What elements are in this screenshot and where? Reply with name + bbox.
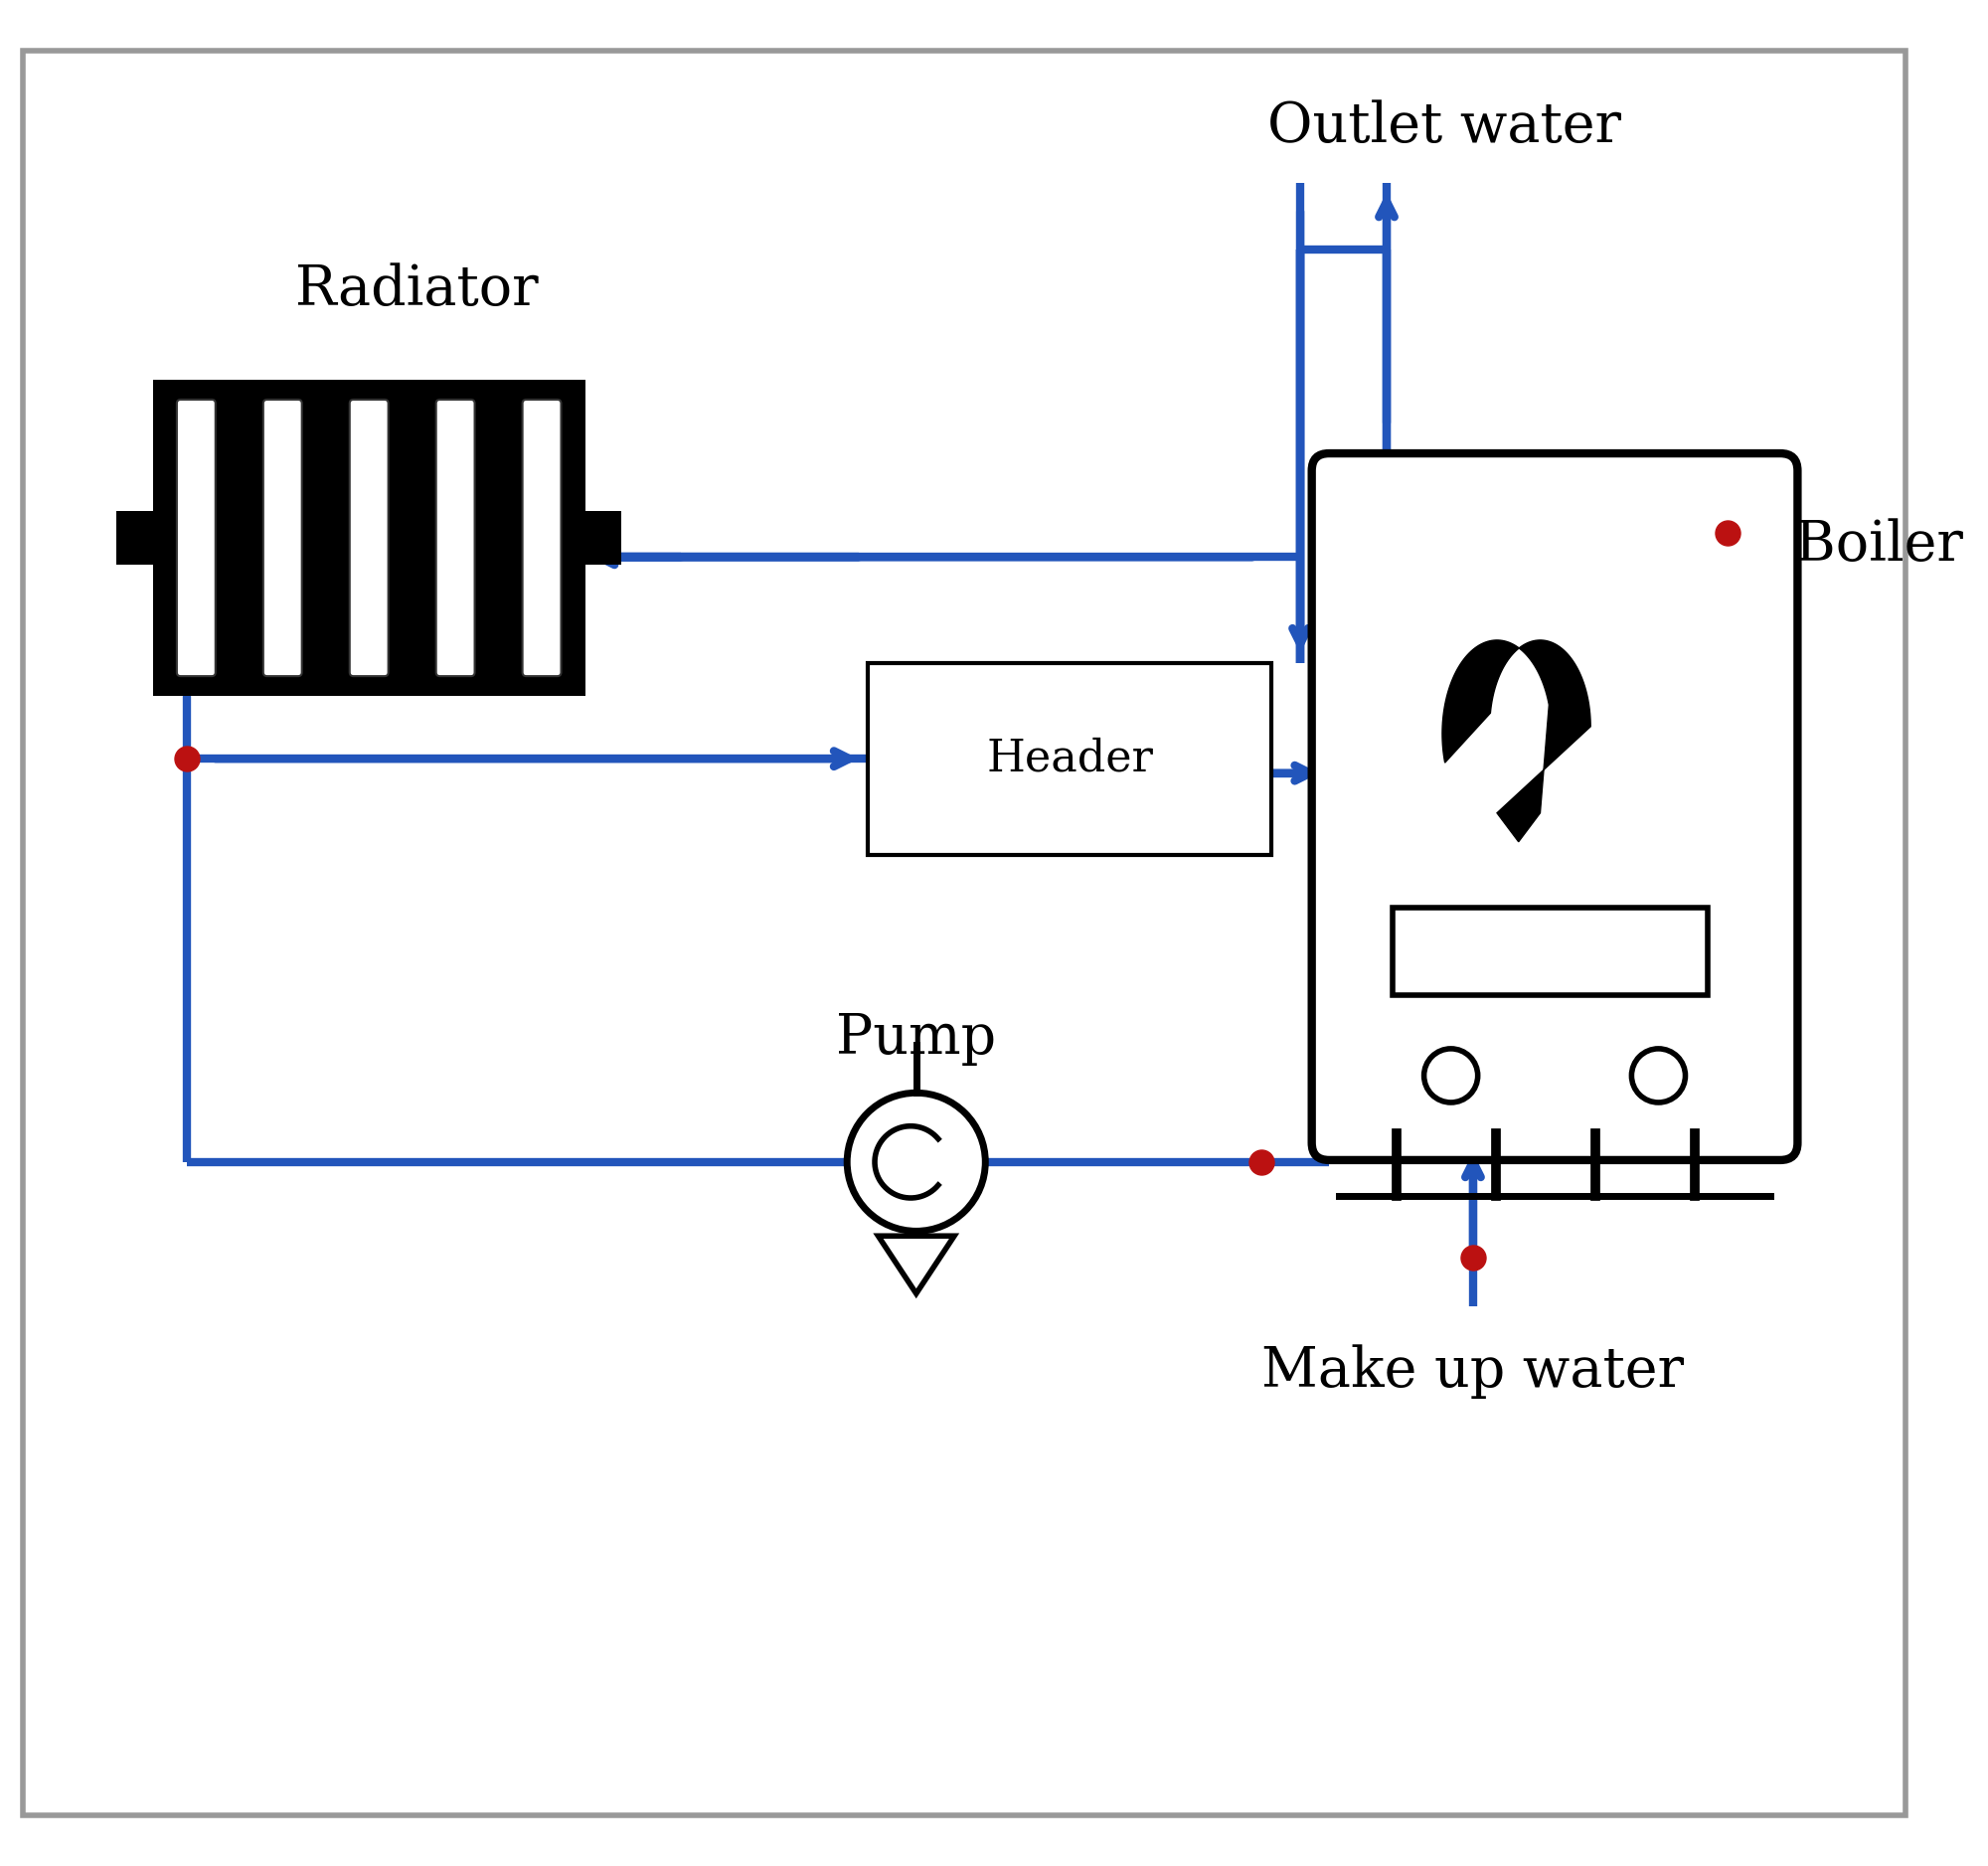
FancyBboxPatch shape xyxy=(248,386,316,690)
FancyBboxPatch shape xyxy=(336,386,402,690)
FancyBboxPatch shape xyxy=(153,384,584,692)
Text: Pump: Pump xyxy=(837,1011,996,1065)
FancyBboxPatch shape xyxy=(869,662,1272,855)
Polygon shape xyxy=(1441,640,1590,842)
FancyBboxPatch shape xyxy=(177,399,215,675)
Text: Make up water: Make up water xyxy=(1262,1344,1684,1400)
FancyBboxPatch shape xyxy=(1312,453,1797,1161)
FancyBboxPatch shape xyxy=(163,386,229,690)
FancyBboxPatch shape xyxy=(350,399,388,675)
Text: Header: Header xyxy=(986,737,1153,780)
FancyBboxPatch shape xyxy=(435,399,475,675)
FancyBboxPatch shape xyxy=(262,399,302,675)
FancyBboxPatch shape xyxy=(509,386,575,690)
FancyBboxPatch shape xyxy=(580,511,622,565)
Text: Outlet water: Outlet water xyxy=(1266,99,1620,153)
FancyBboxPatch shape xyxy=(421,386,489,690)
Text: Radiator: Radiator xyxy=(296,263,539,317)
FancyBboxPatch shape xyxy=(24,50,1905,1816)
FancyBboxPatch shape xyxy=(117,511,157,565)
FancyBboxPatch shape xyxy=(153,379,584,411)
Text: Boiler: Boiler xyxy=(1795,519,1962,573)
FancyBboxPatch shape xyxy=(1392,907,1708,995)
FancyBboxPatch shape xyxy=(523,399,561,675)
FancyBboxPatch shape xyxy=(153,664,584,696)
